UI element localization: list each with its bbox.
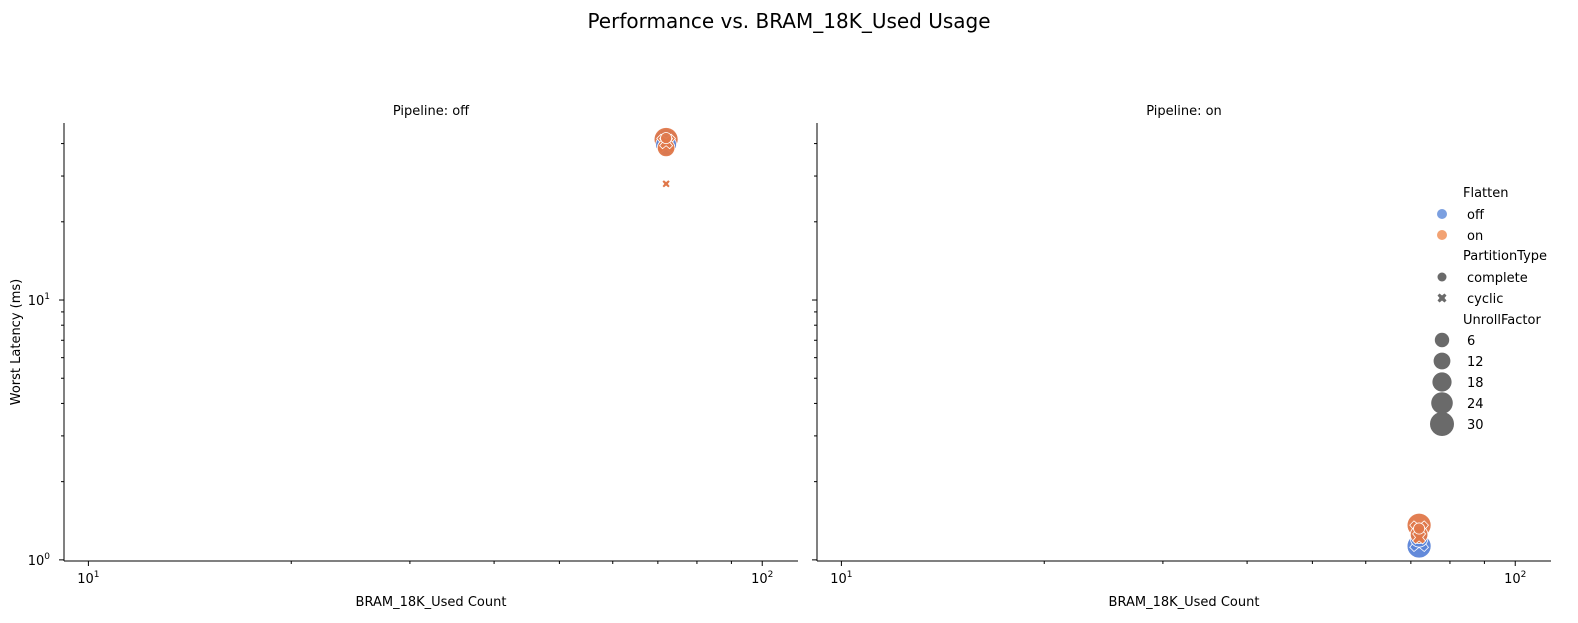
legend-title-flatten: Flatten [1463, 186, 1509, 201]
legend-size-markers: 6 12 18 24 30 [1430, 332, 1484, 436]
legend-size-label: 30 [1467, 418, 1484, 433]
legend-size-marker [1434, 332, 1450, 348]
x-tick-label: 102 [1504, 570, 1526, 587]
figure-title: Performance vs. BRAM_18K_Used Usage [587, 9, 990, 33]
x-tick-label: 101 [77, 570, 99, 587]
legend-size-marker [1432, 372, 1452, 392]
legend-title-unroll: UnrollFactor [1463, 313, 1541, 328]
legend-size-marker [1433, 352, 1451, 370]
x-tick-label: 101 [830, 570, 852, 587]
y-tick-label: 101 [28, 292, 50, 309]
x-axis-label: BRAM_18K_Used Count [1109, 595, 1260, 610]
y-tick-label: 100 [28, 552, 51, 569]
data-point [661, 179, 671, 189]
legend-size-label: 6 [1467, 334, 1475, 349]
legend-marker-flatten-on [1437, 230, 1447, 240]
legend-size-marker [1431, 392, 1453, 414]
legend-marker-complete [1437, 272, 1447, 282]
x-tick-label: 102 [751, 570, 773, 587]
panel-pipeline-off: Pipeline: off BRAM_18K_Used Count Worst … [9, 104, 798, 610]
legend-label-flatten-off: off [1467, 208, 1485, 223]
legend-marker-cyclic [1437, 293, 1447, 303]
legend-size-label: 18 [1467, 376, 1484, 391]
data-point [1413, 522, 1426, 535]
legend-label-flatten-on: on [1467, 229, 1483, 244]
legend-size-label: 24 [1467, 397, 1484, 412]
panel-pipeline-on: Pipeline: on BRAM_18K_Used Count 101 102 [812, 104, 1551, 610]
legend-x-shape [1437, 293, 1447, 303]
y-axis-label: Worst Latency (ms) [9, 279, 24, 406]
legend-size-label: 12 [1467, 355, 1484, 370]
panel-title: Pipeline: on [1146, 104, 1222, 119]
x-axis-label: BRAM_18K_Used Count [356, 595, 507, 610]
legend: Flatten off on PartitionType complete cy… [1430, 186, 1547, 436]
legend-size-marker [1430, 412, 1454, 436]
panel-title: Pipeline: off [393, 104, 470, 119]
legend-marker-flatten-off [1437, 209, 1447, 219]
data-point [660, 132, 673, 145]
legend-label-complete: complete [1467, 271, 1528, 286]
legend-title-partition: PartitionType [1463, 249, 1547, 264]
legend-label-cyclic: cyclic [1467, 292, 1503, 307]
